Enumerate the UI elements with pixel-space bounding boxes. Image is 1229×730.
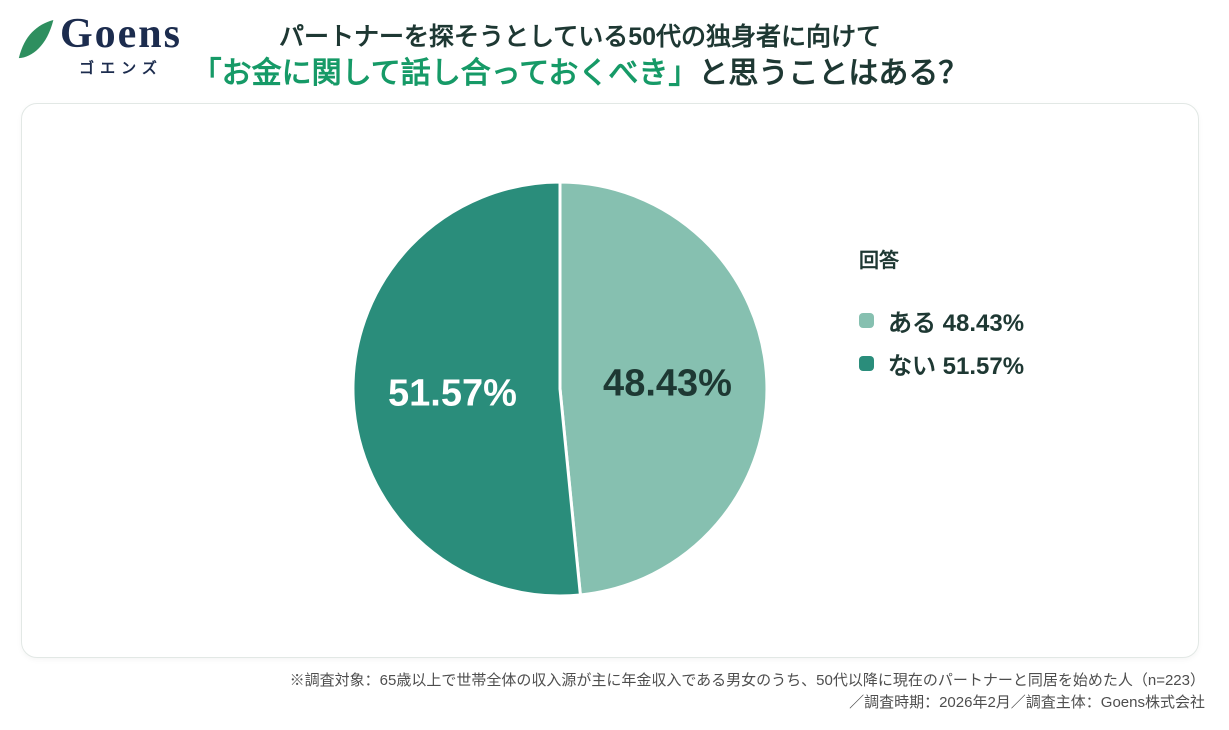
legend-list: ある 48.43% ない 51.57% — [859, 307, 1024, 380]
logo-text: Goens ゴエンズ — [60, 12, 182, 78]
legend: 回答 ある 48.43% ない 51.57% — [859, 244, 1024, 380]
page-title: パートナーを探そうとしている50代の独身者に向けて 「お金に関して話し合っておく… — [190, 21, 970, 93]
pie-chart: 48.43% 51.57% — [350, 179, 770, 599]
pie-chart-svg — [351, 180, 769, 598]
logo-subtitle: ゴエンズ — [79, 60, 163, 77]
pie-slice-ない — [351, 180, 582, 598]
pie-slice-ある — [558, 180, 769, 597]
footnote: ※調査対象：65歳以上で世帯全体の収入源が主に年金収入である男女のうち、50代以… — [290, 670, 1205, 714]
pie-label-ない: 51.57% — [388, 372, 517, 415]
footnote-line1: ※調査対象：65歳以上で世帯全体の収入源が主に年金収入である男女のうち、50代以… — [289, 672, 1205, 689]
title-highlight: 「お金に関して話し合っておくべき」 — [191, 57, 699, 90]
leaf-icon — [18, 20, 54, 59]
title-line1: パートナーを探そうとしている50代の独身者に向けて — [278, 23, 882, 51]
chart-card: 48.43% 51.57% 回答 ある 48.43% ない 51.57% — [21, 103, 1199, 658]
pie-label-ある: 48.43% — [603, 362, 732, 405]
legend-item: ない 51.57% — [859, 350, 1024, 380]
legend-item-label: ある 48.43% — [888, 309, 1025, 337]
legend-swatch-icon — [859, 355, 874, 371]
title-line2: 「お金に関して話し合っておくべき」と思うことはある？ — [190, 55, 970, 93]
legend-swatch-icon — [859, 312, 874, 328]
footnote-line2: ／調査時期：2026年2月／調査主体：Goens株式会社 — [849, 694, 1205, 711]
legend-item: ある 48.43% — [859, 307, 1024, 337]
legend-item-label: ない 51.57% — [888, 352, 1025, 380]
logo: Goens ゴエンズ — [16, 12, 182, 78]
logo-wordmark: Goens — [60, 11, 183, 57]
legend-heading: 回答 — [859, 250, 899, 272]
title-rest: と思うことはある？ — [698, 57, 969, 90]
